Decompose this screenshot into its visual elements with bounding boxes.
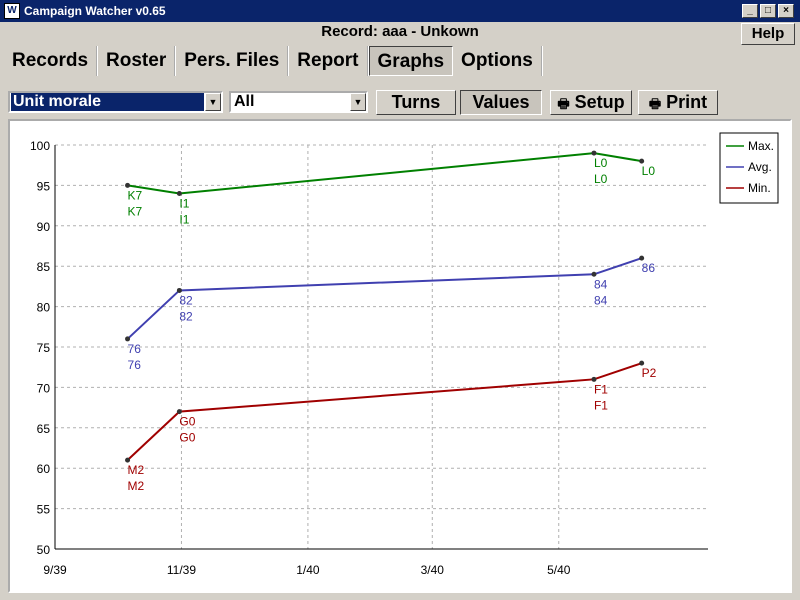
printer-icon: 🖶	[648, 96, 662, 111]
data-label: L0	[594, 156, 608, 170]
data-label: L0	[594, 172, 608, 186]
data-label: G0	[179, 431, 195, 445]
data-label: F1	[594, 398, 608, 412]
data-point	[639, 158, 645, 164]
turns-button[interactable]: Turns	[376, 90, 456, 115]
legend-box	[719, 132, 779, 204]
data-point	[125, 336, 131, 342]
data-label: 82	[179, 293, 193, 307]
y-tick-label: 95	[37, 179, 51, 193]
metric-select-value: Unit morale	[11, 93, 204, 111]
maximize-button[interactable]: □	[760, 4, 776, 18]
title-bar: W Campaign Watcher v0.65 _ □ ×	[0, 0, 800, 22]
legend-label: Max.	[748, 139, 774, 153]
help-button[interactable]: Help	[741, 23, 795, 45]
printer-icon: 🖶	[557, 96, 570, 111]
y-tick-label: 50	[37, 543, 51, 557]
filter-select-value: All	[234, 93, 255, 110]
y-tick-label: 85	[37, 260, 51, 274]
data-point	[176, 409, 182, 415]
data-label: M2	[128, 479, 145, 493]
series-line	[126, 257, 642, 340]
minimize-button[interactable]: _	[742, 4, 758, 18]
data-label: K7	[128, 204, 143, 218]
legend-label: Avg.	[748, 160, 772, 174]
data-label: P2	[642, 366, 657, 380]
data-point	[176, 190, 182, 196]
app-icon[interactable]: W	[4, 3, 20, 19]
print-button[interactable]: 🖶 Print	[638, 90, 718, 115]
tab-pers-files[interactable]: Pers. Files	[176, 46, 290, 76]
line-chart: 50 55 60 65 70 75 80 85 90 95 100 9/39 11/39 1/40 3/40…	[30, 132, 779, 577]
chevron-down-icon[interactable]: ▼	[205, 93, 221, 111]
data-label: F1	[594, 382, 608, 396]
series-line	[127, 152, 642, 195]
close-button[interactable]: ×	[778, 4, 794, 18]
filter-select[interactable]: All ▼	[229, 91, 368, 113]
data-point	[591, 150, 597, 156]
data-label: G0	[179, 415, 195, 429]
tab-roster[interactable]: Roster	[98, 46, 177, 76]
legend-label: Min.	[748, 181, 771, 195]
data-point	[591, 376, 597, 382]
metric-select[interactable]: Unit morale ▼	[8, 91, 223, 113]
x-tick-label: 5/40	[547, 563, 571, 577]
tab-report[interactable]: Report	[289, 46, 369, 76]
y-tick-label: 60	[37, 462, 51, 476]
y-tick-label: 75	[37, 341, 51, 355]
data-label: K7	[128, 188, 143, 202]
data-label: 84	[594, 277, 608, 291]
y-tick-label: 55	[37, 503, 51, 517]
data-label: L0	[642, 164, 656, 178]
chart-panel: 50 55 60 65 70 75 80 85 90 95 100 9/39 11/39 1/40 3/40…	[8, 119, 792, 593]
data-point	[639, 255, 645, 261]
series-line	[126, 362, 642, 461]
tab-options[interactable]: Options	[453, 46, 543, 76]
main-menu: Records Roster Pers. Files Report Graphs…	[4, 46, 543, 76]
data-point	[639, 360, 645, 366]
x-tick-label: 9/39	[43, 563, 67, 577]
tab-graphs[interactable]: Graphs	[368, 46, 454, 76]
values-button[interactable]: Values	[460, 90, 542, 115]
data-label: 76	[128, 342, 142, 356]
x-tick-label: 11/39	[167, 563, 196, 577]
data-label: 76	[128, 358, 142, 372]
data-label: 86	[642, 261, 656, 275]
data-point	[125, 182, 131, 188]
data-point	[125, 457, 131, 463]
y-tick-label: 90	[37, 220, 51, 234]
y-tick-label: 65	[37, 422, 51, 436]
setup-button[interactable]: 🖶 Setup	[550, 90, 632, 115]
data-label: 82	[179, 309, 193, 323]
window-title: Campaign Watcher v0.65	[24, 4, 166, 18]
x-tick-label: 1/40	[296, 563, 320, 577]
y-tick-label: 100	[30, 139, 50, 153]
data-label: 84	[594, 293, 608, 307]
tab-records[interactable]: Records	[4, 46, 99, 76]
y-tick-label: 80	[37, 301, 51, 315]
data-label: M2	[128, 463, 145, 477]
data-label: I1	[179, 212, 189, 226]
data-label: I1	[179, 196, 189, 210]
y-tick-label: 70	[37, 381, 51, 395]
record-title: Record: aaa - Unkown	[321, 23, 479, 40]
setup-label: Setup	[574, 92, 625, 112]
x-tick-label: 3/40	[421, 563, 445, 577]
data-point	[176, 287, 182, 293]
chevron-down-icon[interactable]: ▼	[350, 93, 366, 111]
data-point	[591, 271, 597, 277]
print-label: Print	[666, 92, 708, 112]
